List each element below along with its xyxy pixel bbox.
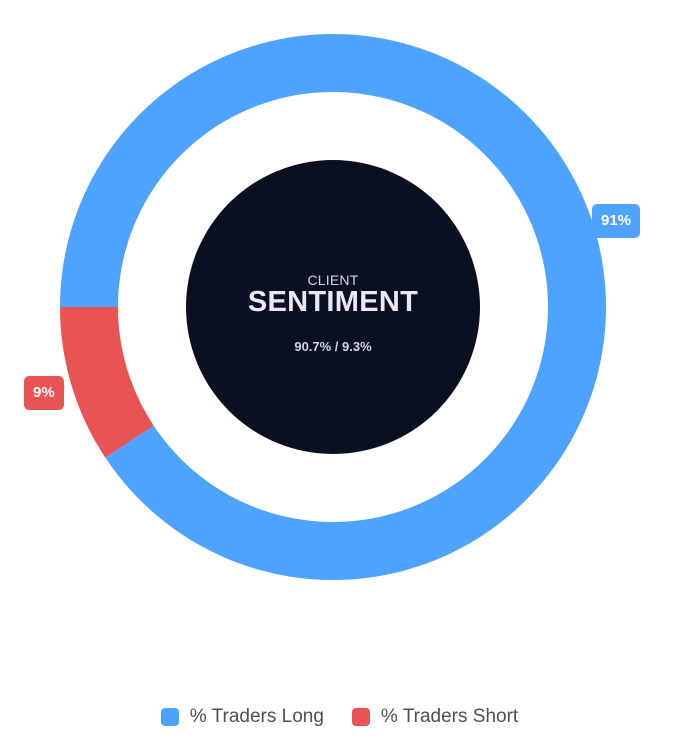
chart-legend: % Traders Long % Traders Short (0, 706, 679, 728)
legend-item-long[interactable]: % Traders Long (160, 706, 324, 728)
center-ratio: 90.7% / 9.3% (294, 339, 372, 354)
legend-swatch-short (351, 708, 370, 726)
legend-label-short: % Traders Short (380, 706, 519, 727)
legend-item-short[interactable]: % Traders Short (351, 706, 519, 728)
donut-slices (60, 34, 606, 581)
slice-traders-short[interactable] (60, 307, 154, 458)
legend-swatch-long (160, 708, 179, 726)
center-label: CLIENT (307, 272, 359, 288)
center-disc (186, 160, 480, 454)
legend-label-long: % Traders Long (189, 706, 324, 727)
center-title: SENTIMENT (247, 286, 419, 318)
data-label-long: 91% (592, 204, 641, 238)
data-label-short: 9% (24, 376, 64, 410)
